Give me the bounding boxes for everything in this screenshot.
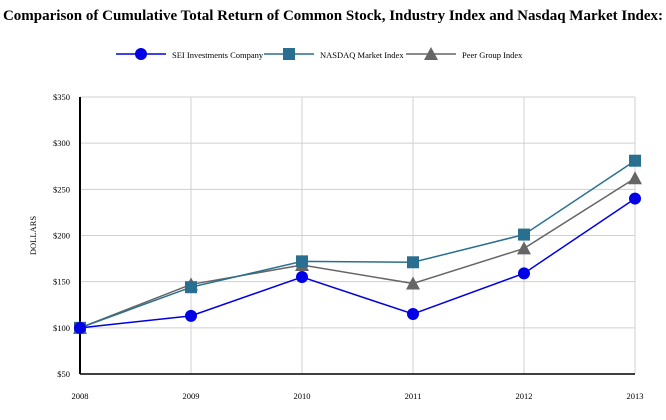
data-point (407, 256, 419, 269)
legend-label-sei: SEI Investments Company (172, 50, 264, 60)
square-marker-icon (264, 48, 314, 60)
circle-marker-icon (116, 48, 166, 60)
x-tick-label: 2009 (183, 391, 200, 401)
legend-label-peer: Peer Group Index (462, 50, 523, 60)
series-line (79, 197, 636, 329)
data-point (185, 309, 197, 322)
x-tick-label: 2012 (516, 391, 533, 401)
series-line (79, 160, 636, 329)
data-point (407, 307, 419, 320)
data-point (629, 192, 641, 205)
y-axis-label: DOLLARS (28, 216, 38, 255)
data-point (406, 276, 420, 290)
y-tick-label: $250 (53, 184, 70, 194)
x-tick-label: 2013 (627, 391, 644, 401)
y-tick-label: $150 (53, 277, 70, 287)
y-tick-label: $100 (53, 323, 70, 333)
data-point (74, 321, 86, 334)
y-tick-label: $200 (53, 231, 70, 241)
series-line (79, 177, 636, 329)
chart-title: Comparison of Cumulative Total Return of… (2, 8, 664, 24)
data-point (629, 154, 641, 167)
y-tick-label: $350 (53, 92, 70, 102)
data-point (628, 171, 642, 185)
data-point (296, 271, 308, 284)
data-point (518, 228, 530, 241)
y-tick-label: $50 (57, 369, 70, 379)
legend: SEI Investments Company NASDAQ Market In… (0, 44, 666, 68)
data-point (296, 255, 308, 268)
x-tick-label: 2011 (405, 391, 422, 401)
data-point (517, 241, 531, 255)
x-tick-label: 2010 (294, 391, 311, 401)
data-point (185, 281, 197, 294)
data-point (518, 267, 530, 280)
y-tick-label: $300 (53, 138, 70, 148)
triangle-marker-icon (406, 47, 456, 60)
x-tick-label: 2008 (72, 391, 89, 401)
legend-label-nasdaq: NASDAQ Market Index (320, 50, 404, 60)
